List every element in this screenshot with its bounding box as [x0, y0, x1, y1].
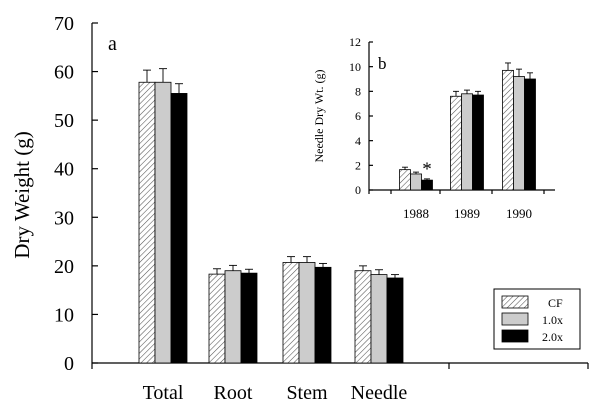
main-category-label: Stem [286, 382, 328, 404]
inset-y-axis-label: Needle Dry Wt. (g) [312, 69, 326, 162]
inset-bar-1x [513, 76, 525, 191]
inset-y-tick-label: 12 [349, 35, 361, 49]
inset-bar-cf [450, 95, 462, 191]
legend-label-1x: 1.0x [542, 313, 563, 327]
legend: CF 1.0x 2.0x [493, 288, 581, 350]
panel-label-b: b [378, 54, 387, 73]
main-y-tick-label: 10 [54, 304, 74, 326]
inset-category-label: 1989 [454, 206, 480, 221]
inset-category-label: 1988 [403, 206, 429, 221]
main-y-tick-label: 20 [54, 256, 74, 278]
main-category-label: Root [214, 382, 253, 404]
main-bar-cf [138, 81, 156, 364]
main-bar-2x [240, 272, 258, 364]
inset-y-tick-label: 6 [355, 109, 361, 123]
legend-swatch-2x [501, 329, 529, 343]
inset-bar-2x [421, 179, 433, 191]
legend-swatch-cf [501, 295, 529, 309]
legend-label-cf: CF [548, 296, 563, 310]
main-bar-cf [354, 270, 372, 364]
legend-label-2x: 2.0x [542, 330, 563, 344]
panel-label-a: a [108, 33, 117, 55]
main-category-label: Total [143, 382, 184, 404]
main-bar-1x [224, 270, 242, 364]
inset-bar-2x [524, 78, 536, 191]
inset-category-label: 1990 [506, 206, 532, 221]
inset-y-tick-label: 10 [349, 60, 361, 74]
main-y-tick-label: 40 [54, 159, 74, 181]
main-bar-cf [208, 273, 226, 364]
main-y-tick-label: 50 [54, 110, 74, 132]
main-bar-1x [154, 81, 172, 364]
main-y-axis-label: Dry Weight (g) [10, 131, 34, 258]
main-y-tick-label: 60 [54, 62, 74, 84]
main-bar-2x [314, 266, 332, 364]
main-bar-2x [170, 93, 188, 364]
main-bar-2x [386, 277, 404, 364]
inset-bar-2x [472, 94, 484, 191]
inset-bar-1x [461, 93, 473, 191]
main-y-tick-label: 0 [64, 353, 74, 375]
main-y-tick-label: 70 [54, 13, 74, 35]
inset-chart: 0 2 4 6 8 10 12 1988 1989 1990 * Needle Dry Wt. (… [312, 35, 555, 221]
inset-y-tick-label: 4 [355, 134, 361, 148]
inset-bar-1x [410, 173, 422, 191]
inset-bar-cf [502, 69, 514, 191]
main-bar-1x [370, 274, 388, 364]
inset-y-tick-label: 0 [355, 183, 361, 197]
inset-y-tick-label: 2 [355, 159, 361, 173]
main-y-tick-label: 30 [54, 207, 74, 229]
inset-bar-cf [399, 169, 411, 191]
legend-swatch-1x [501, 312, 529, 326]
main-category-label: Needle [351, 382, 408, 404]
inset-y-tick-label: 8 [355, 85, 361, 99]
main-bar-cf [282, 262, 300, 364]
main-bar-1x [298, 262, 316, 364]
inset-significance-annotation: * [422, 159, 432, 180]
